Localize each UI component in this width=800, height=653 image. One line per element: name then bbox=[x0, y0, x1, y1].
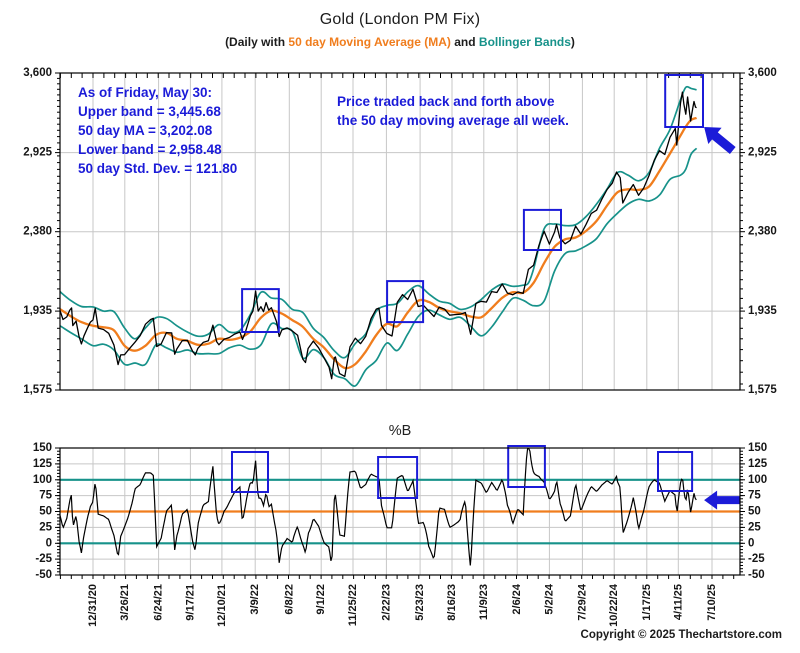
bollinger-band-line bbox=[59, 85, 697, 359]
x-axis-date-label: 2/6/24 bbox=[511, 583, 523, 614]
stats-annotation: As of Friday, May 30: Upper band = 3,445… bbox=[78, 83, 237, 178]
main-plot-frame bbox=[59, 72, 741, 391]
x-axis-date-label: 6/8/22 bbox=[283, 584, 295, 615]
pb-plot-frame bbox=[59, 447, 741, 576]
x-axis-date-label: 9/1/22 bbox=[315, 584, 327, 615]
pb-y-label-right: 125 bbox=[748, 458, 768, 470]
main-highlight-box-2 bbox=[386, 280, 425, 324]
pb-highlight-box-2 bbox=[377, 456, 419, 499]
x-axis-date-label: 11/9/23 bbox=[478, 584, 490, 620]
pb-y-label-left: -50 bbox=[35, 569, 52, 581]
subtitle-suffix: ) bbox=[570, 35, 575, 49]
subtitle-bollinger-label: Bollinger Bands bbox=[478, 35, 571, 49]
stats-line-lower-band: Lower band = 2,958.48 bbox=[78, 142, 222, 157]
main-highlight-box-1 bbox=[241, 288, 280, 334]
pb-y-label-right: 50 bbox=[748, 506, 761, 518]
x-axis-date-label: 6/24/21 bbox=[153, 584, 165, 621]
main-highlight-box-3 bbox=[522, 208, 563, 251]
pb-y-label-right: 150 bbox=[748, 442, 767, 454]
main-y-label-right: 2,380 bbox=[748, 226, 777, 238]
pb-y-label-left: 0 bbox=[46, 537, 52, 549]
pb-y-label-left: 75 bbox=[39, 490, 52, 502]
x-axis-date-label: 7/10/25 bbox=[706, 584, 718, 621]
pb-annotation-arrow bbox=[704, 490, 741, 510]
x-axis-date-label: 2/22/23 bbox=[380, 584, 392, 621]
pb-y-label-right: -25 bbox=[748, 553, 765, 565]
x-axis-date-label: 1/17/25 bbox=[641, 584, 653, 621]
x-axis-date-label: 8/16/23 bbox=[446, 584, 458, 621]
bollinger-band-line bbox=[59, 147, 698, 387]
main-annotation-arrow bbox=[704, 127, 736, 154]
x-axis-date-label: 4/11/25 bbox=[672, 584, 684, 620]
gold-price-line bbox=[59, 91, 697, 380]
main-y-label-left: 1,575 bbox=[23, 384, 52, 396]
pb-y-label-left: 150 bbox=[33, 442, 52, 454]
pb-y-label-right: 0 bbox=[748, 537, 754, 549]
chart-title: Gold (London PM Fix) bbox=[319, 11, 481, 28]
x-axis-date-label: 12/10/21 bbox=[216, 584, 228, 627]
pb-y-label-right: 25 bbox=[748, 521, 761, 533]
main-y-label-right: 1,575 bbox=[748, 384, 777, 396]
x-axis-date-label: 3/9/22 bbox=[249, 584, 261, 615]
pb-y-label-left: 25 bbox=[39, 521, 52, 533]
chart-subtitle: (Daily with 50 day Moving Average (MA) a… bbox=[0, 35, 800, 49]
stats-line-upper-band: Upper band = 3,445.68 bbox=[78, 104, 221, 119]
main-highlight-box-4 bbox=[664, 74, 705, 128]
pb-highlight-box-1 bbox=[231, 451, 269, 493]
main-y-label-right: 1,935 bbox=[748, 305, 777, 317]
subtitle-ma-label: 50 day Moving Average (MA) bbox=[288, 35, 451, 49]
pb-y-label-right: 75 bbox=[748, 490, 761, 502]
note-annotation: Price traded back and forth above the 50… bbox=[337, 92, 569, 130]
x-axis-date-label: 3/26/21 bbox=[119, 584, 131, 621]
stats-line-stddev: 50 day Std. Dev. = 121.80 bbox=[78, 161, 238, 176]
x-axis-date-label: 10/22/24 bbox=[608, 583, 620, 627]
percent-b-title: %B bbox=[388, 423, 412, 439]
main-y-label-right: 3,600 bbox=[748, 67, 777, 79]
subtitle-mid: and bbox=[450, 35, 479, 49]
pb-y-label-left: 50 bbox=[39, 506, 52, 518]
stats-line-ma: 50 day MA = 3,202.08 bbox=[78, 123, 213, 138]
copyright-text: Copyright © 2025 Thechartstore.com bbox=[580, 629, 782, 641]
stats-line-asof: As of Friday, May 30: bbox=[78, 85, 213, 100]
main-y-label-right: 2,925 bbox=[748, 147, 777, 159]
pb-y-label-right: -50 bbox=[748, 569, 765, 581]
x-axis-date-label: 5/23/23 bbox=[414, 584, 426, 621]
subtitle-prefix: (Daily with bbox=[225, 35, 289, 49]
pb-y-label-left: 100 bbox=[33, 474, 52, 486]
main-y-label-left: 1,935 bbox=[23, 305, 52, 317]
main-y-label-left: 2,925 bbox=[23, 147, 52, 159]
x-axis-date-label: 7/29/24 bbox=[576, 583, 588, 621]
moving-average-line bbox=[59, 116, 698, 370]
x-axis-date-label: 9/17/21 bbox=[184, 584, 196, 621]
pb-y-label-right: 100 bbox=[748, 474, 767, 486]
main-y-label-left: 3,600 bbox=[23, 67, 52, 79]
x-axis-date-label: 12/31/20 bbox=[87, 584, 99, 627]
x-axis-date-label: 11/25/22 bbox=[347, 584, 359, 626]
note-line-1: Price traded back and forth above bbox=[337, 94, 555, 109]
note-line-2: the 50 day moving average all week. bbox=[337, 113, 569, 128]
pb-highlight-box-4 bbox=[657, 451, 694, 492]
x-axis-date-label: 5/2/24 bbox=[543, 583, 555, 614]
main-y-label-left: 2,380 bbox=[23, 226, 52, 238]
pb-y-label-left: -25 bbox=[35, 553, 52, 565]
pb-highlight-box-3 bbox=[507, 445, 546, 488]
pb-y-label-left: 125 bbox=[33, 458, 53, 470]
